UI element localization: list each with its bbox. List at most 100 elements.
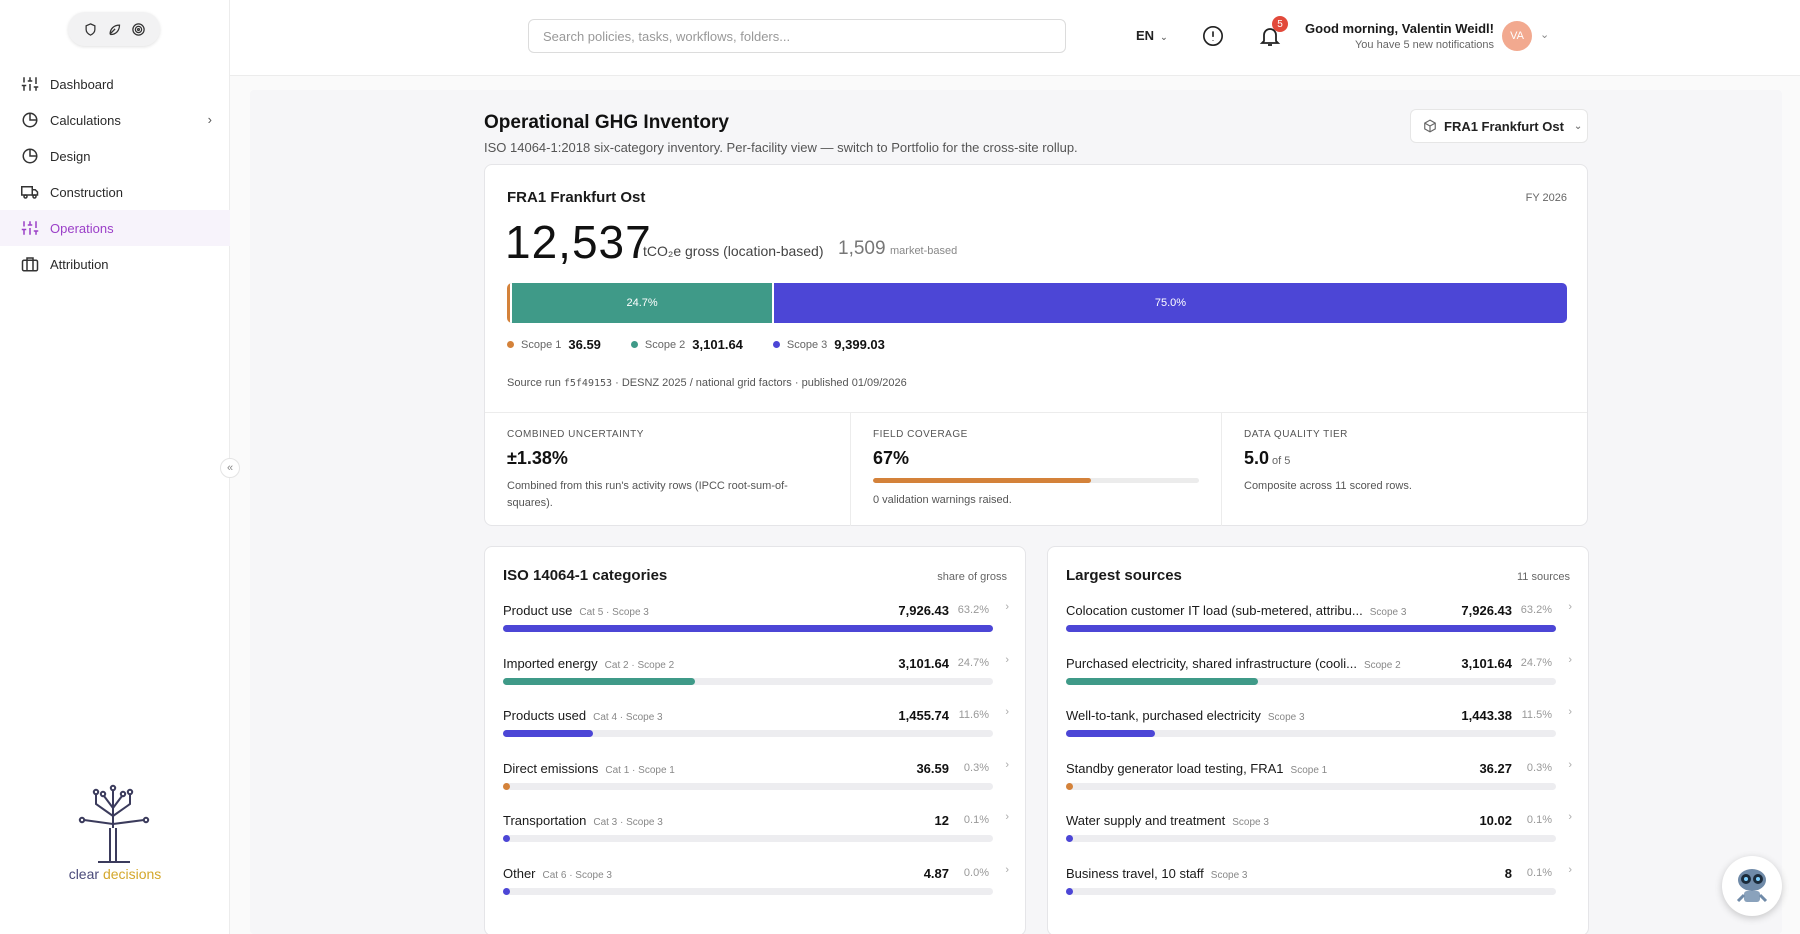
list-item[interactable]: Well-to-tank, purchased electricity Scope…	[1066, 706, 1572, 761]
row-bar-track	[503, 730, 993, 737]
row-bar-track	[503, 782, 993, 790]
coverage-progress-track	[873, 478, 1199, 483]
page-subtitle: ISO 14064-1:2018 six-category inventory.…	[484, 140, 1078, 155]
list-item[interactable]: Water supply and treatment Scope 3 10.02 0.…	[1066, 811, 1572, 866]
avatar[interactable]: VA	[1502, 21, 1532, 51]
sidebar-item-operations[interactable]: Operations	[0, 210, 230, 246]
list-item[interactable]: Transportation Cat 3 · Scope 3 12 0.1% ›	[503, 811, 1009, 866]
sidebar-item-attribution[interactable]: Attribution	[0, 246, 230, 282]
leaf-icon[interactable]	[107, 22, 122, 37]
row-name: Well-to-tank, purchased electricity Scope…	[1066, 708, 1305, 723]
row-tag: Scope 1	[1290, 764, 1328, 776]
list-item[interactable]: Product use Cat 5 · Scope 3 7,926.43 63.2% ›	[503, 601, 1009, 656]
row-value: 3,101.64	[1461, 655, 1512, 671]
assistant-bot-button[interactable]	[1722, 856, 1782, 916]
main-content: Operational GHG Inventory ISO 14064-1:20…	[230, 76, 1800, 934]
list-item[interactable]: Standby generator load testing, FRA1 Scop…	[1066, 758, 1572, 814]
chevron-right-icon[interactable]: ›	[1005, 863, 1009, 876]
row-bar-fill	[503, 835, 510, 842]
facility-summary-card: FRA1 Frankfurt Ost FY 2026 12,537 tCO₂e …	[484, 164, 1588, 526]
chevron-right-icon[interactable]: ›	[1005, 601, 1009, 613]
row-tag: Scope 3	[1210, 869, 1248, 881]
sidebar-nav: Dashboard Calculations › Design Construc…	[0, 66, 230, 282]
row-bar-fill	[1066, 677, 1258, 685]
chevron-right-icon[interactable]: ›	[1568, 706, 1572, 718]
legend-label: Scope 3	[786, 338, 828, 351]
legend-dot	[772, 341, 780, 348]
brand-name: clear decisions	[68, 866, 162, 882]
source-run-id[interactable]: f5f49153	[563, 378, 613, 389]
sidebar-item-calculations[interactable]: Calculations ›	[0, 102, 230, 138]
metric-value: 67%	[873, 448, 910, 468]
chevron-right-icon[interactable]: ›	[1568, 653, 1572, 666]
legend-value: 36.59	[568, 337, 601, 352]
row-percent: 0.3%	[1526, 761, 1552, 774]
chevron-right-icon[interactable]: ›	[1568, 811, 1572, 823]
metric-description: 0 validation warnings raised.	[873, 494, 1012, 506]
row-value: 36.27	[1479, 760, 1512, 776]
categories-title: ISO 14064-1 categories	[503, 567, 668, 584]
chevron-right-icon[interactable]: ›	[1568, 863, 1572, 876]
list-item[interactable]: Other Cat 6 · Scope 3 4.87 0.0% ›	[503, 863, 1009, 919]
sidebar-item-design[interactable]: Design	[0, 138, 230, 174]
greeting-subtext: You have 5 new notifications	[1354, 39, 1494, 51]
row-bar-fill	[503, 677, 695, 685]
scope-bar-segment[interactable]: 75.0%	[771, 283, 1567, 323]
chevron-right-icon[interactable]: ›	[1005, 653, 1009, 666]
row-bar-fill	[503, 782, 510, 790]
cube-icon	[1424, 119, 1436, 133]
row-tag: Cat 5 · Scope 3	[579, 607, 649, 618]
metric-value: ±1.38%	[507, 448, 568, 468]
collapse-sidebar-button[interactable]: «	[220, 458, 240, 478]
row-name: Purchased electricity, shared infrastruc…	[1066, 655, 1401, 671]
chevron-right-icon[interactable]: ›	[1005, 758, 1009, 771]
row-name: Product use Cat 5 · Scope 3	[503, 603, 649, 618]
robot-icon	[1736, 869, 1768, 903]
tree-logo-icon	[78, 784, 150, 863]
bell-icon[interactable]	[1258, 24, 1282, 48]
row-bar-fill	[1066, 730, 1156, 737]
list-item[interactable]: Purchased electricity, shared infrastruc…	[1066, 653, 1572, 709]
row-name: Standby generator load testing, FRA1 Scop…	[1066, 760, 1328, 776]
row-name: Direct emissions Cat 1 · Scope 1	[503, 760, 675, 776]
legend-label: Scope 2	[644, 338, 686, 351]
list-item[interactable]: Business travel, 10 staff Scope 3 8 0.1% ›	[1066, 863, 1572, 919]
sources-title: Largest sources	[1066, 567, 1182, 584]
chevron-right-icon[interactable]: ›	[1005, 706, 1009, 718]
row-name: Products used Cat 4 · Scope 3	[503, 708, 663, 723]
row-bar-fill	[1066, 835, 1073, 842]
content-canvas: Operational GHG Inventory ISO 14064-1:20…	[250, 90, 1782, 934]
row-name: Imported energy Cat 2 · Scope 2	[503, 655, 675, 671]
alert-circle-icon[interactable]	[1202, 25, 1224, 47]
scope-bar-segment[interactable]: 24.7%	[510, 283, 772, 323]
app-switcher[interactable]	[68, 12, 160, 46]
list-item[interactable]: Colocation customer IT load (sub-metered…	[1066, 601, 1572, 656]
scope-bar-segment[interactable]	[507, 283, 511, 323]
metric-coverage: FIELD COVERAGE 67% 0 validation warnings…	[851, 413, 1222, 526]
truck-icon	[20, 182, 40, 202]
gross-emissions-unit: tCO₂e gross (location-based)	[643, 243, 824, 259]
legend-dot	[507, 341, 514, 348]
facility-select[interactable]: FRA1 Frankfurt Ost ⌄	[1410, 109, 1588, 143]
chevron-right-icon[interactable]: ›	[1005, 811, 1009, 823]
chevron-right-icon[interactable]: ›	[1568, 758, 1572, 771]
categories-meta: share of gross	[937, 571, 1007, 583]
row-percent: 24.7%	[1520, 656, 1552, 669]
chevron-down-icon[interactable]: ⌄	[1540, 29, 1550, 41]
list-item[interactable]: Direct emissions Cat 1 · Scope 1 36.59 0.3%…	[503, 758, 1009, 814]
chevron-right-icon[interactable]: ›	[1568, 601, 1572, 613]
row-value: 8	[1504, 865, 1512, 881]
list-item[interactable]: Imported energy Cat 2 · Scope 2 3,101.64 24…	[503, 653, 1009, 709]
brand-logo: clear decisions	[52, 780, 178, 890]
shield-icon[interactable]	[83, 22, 98, 37]
row-tag: Cat 6 · Scope 3	[542, 869, 612, 881]
target-icon[interactable]	[131, 22, 146, 37]
sidebar-item-construction[interactable]: Construction	[0, 174, 230, 210]
sidebar-item-dashboard[interactable]: Dashboard	[0, 66, 230, 102]
row-percent: 63.2%	[1520, 604, 1552, 616]
list-item[interactable]: Products used Cat 4 · Scope 3 1,455.74 11.6…	[503, 706, 1009, 761]
language-select[interactable]: EN ⌄	[1136, 28, 1168, 43]
chevron-right-icon[interactable]: ›	[207, 112, 212, 127]
search-input[interactable]: Search policies, tasks, workflows, folde…	[528, 19, 1066, 53]
market-based-label: market-based	[890, 245, 958, 257]
